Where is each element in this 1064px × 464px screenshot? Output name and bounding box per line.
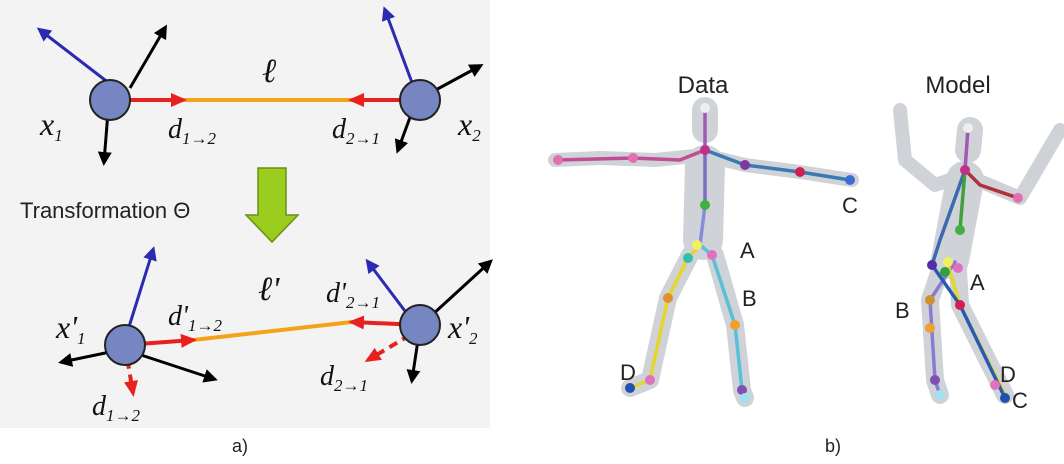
shape [553, 155, 563, 165]
marker-label: A [970, 270, 985, 295]
shape [1013, 193, 1023, 203]
shape [740, 160, 750, 170]
shape [628, 153, 638, 163]
label-part: 2 [469, 329, 478, 348]
figure-title: Model [925, 72, 990, 99]
label-part: d [168, 114, 183, 145]
shape [953, 263, 963, 273]
label-part: 1→2 [106, 406, 141, 425]
marker-label: C [1012, 388, 1028, 413]
link-label: ℓ' [258, 271, 280, 308]
label-part: x [457, 106, 472, 142]
shape [845, 175, 855, 185]
shape [707, 250, 717, 260]
shape [663, 293, 673, 303]
shape [700, 103, 710, 113]
model-figure: Model A B C D [895, 72, 1060, 413]
label-part: 1→2 [182, 129, 217, 148]
label-part: 2 [472, 126, 481, 145]
shape [700, 200, 710, 210]
label-part: d [332, 114, 347, 145]
shape [927, 260, 937, 270]
figure-title: Data [678, 72, 729, 99]
transformation-label: Transformation Θ [20, 198, 190, 223]
panel-caption: b) [825, 436, 841, 456]
panel-caption: a) [232, 436, 248, 456]
marker-label: B [742, 286, 757, 311]
link-label: ℓ [262, 53, 276, 90]
marker-label: D [1000, 362, 1016, 387]
label-part: d' [326, 278, 347, 309]
shape [940, 267, 950, 277]
shape [925, 323, 935, 333]
shape [943, 257, 953, 267]
shape [990, 380, 1000, 390]
label-part: 1 [54, 126, 63, 145]
shape [955, 225, 965, 235]
shape [700, 145, 710, 155]
figure: x1 x2 ℓ d1→2 d2→1 Transformation Θ x'1 x… [0, 0, 1064, 464]
node [400, 305, 440, 345]
label-part: 2→1 [346, 293, 380, 312]
shape [795, 167, 805, 177]
shape [730, 320, 740, 330]
node [400, 80, 440, 120]
shape [963, 123, 973, 133]
label-part: x [39, 106, 54, 142]
label-part: 2→1 [346, 129, 380, 148]
shape [683, 253, 693, 263]
body-silhouette [900, 110, 1060, 395]
data-figure: Data A B C [553, 72, 858, 403]
label-part: 1 [77, 329, 86, 348]
shape [645, 375, 655, 385]
shape [740, 393, 750, 403]
shape [955, 300, 965, 310]
shape [1000, 393, 1010, 403]
shape [935, 390, 945, 400]
label-part: 2→1 [334, 376, 368, 395]
shape [692, 240, 702, 250]
node [90, 80, 130, 120]
label-part: x' [55, 309, 78, 345]
shape [930, 375, 940, 385]
shape [925, 295, 935, 305]
shape [960, 165, 970, 175]
marker-label: B [895, 298, 910, 323]
panel-a: x1 x2 ℓ d1→2 d2→1 Transformation Θ x'1 x… [0, 0, 490, 428]
label-part: d [320, 361, 335, 392]
marker-label: C [842, 193, 858, 218]
marker-label: A [740, 238, 755, 263]
label-part: d [92, 391, 107, 422]
node [105, 325, 145, 365]
label-part: d' [168, 301, 189, 332]
label-part: x' [447, 309, 470, 345]
marker-label: D [620, 360, 636, 385]
label-part: 1→2 [188, 316, 223, 335]
